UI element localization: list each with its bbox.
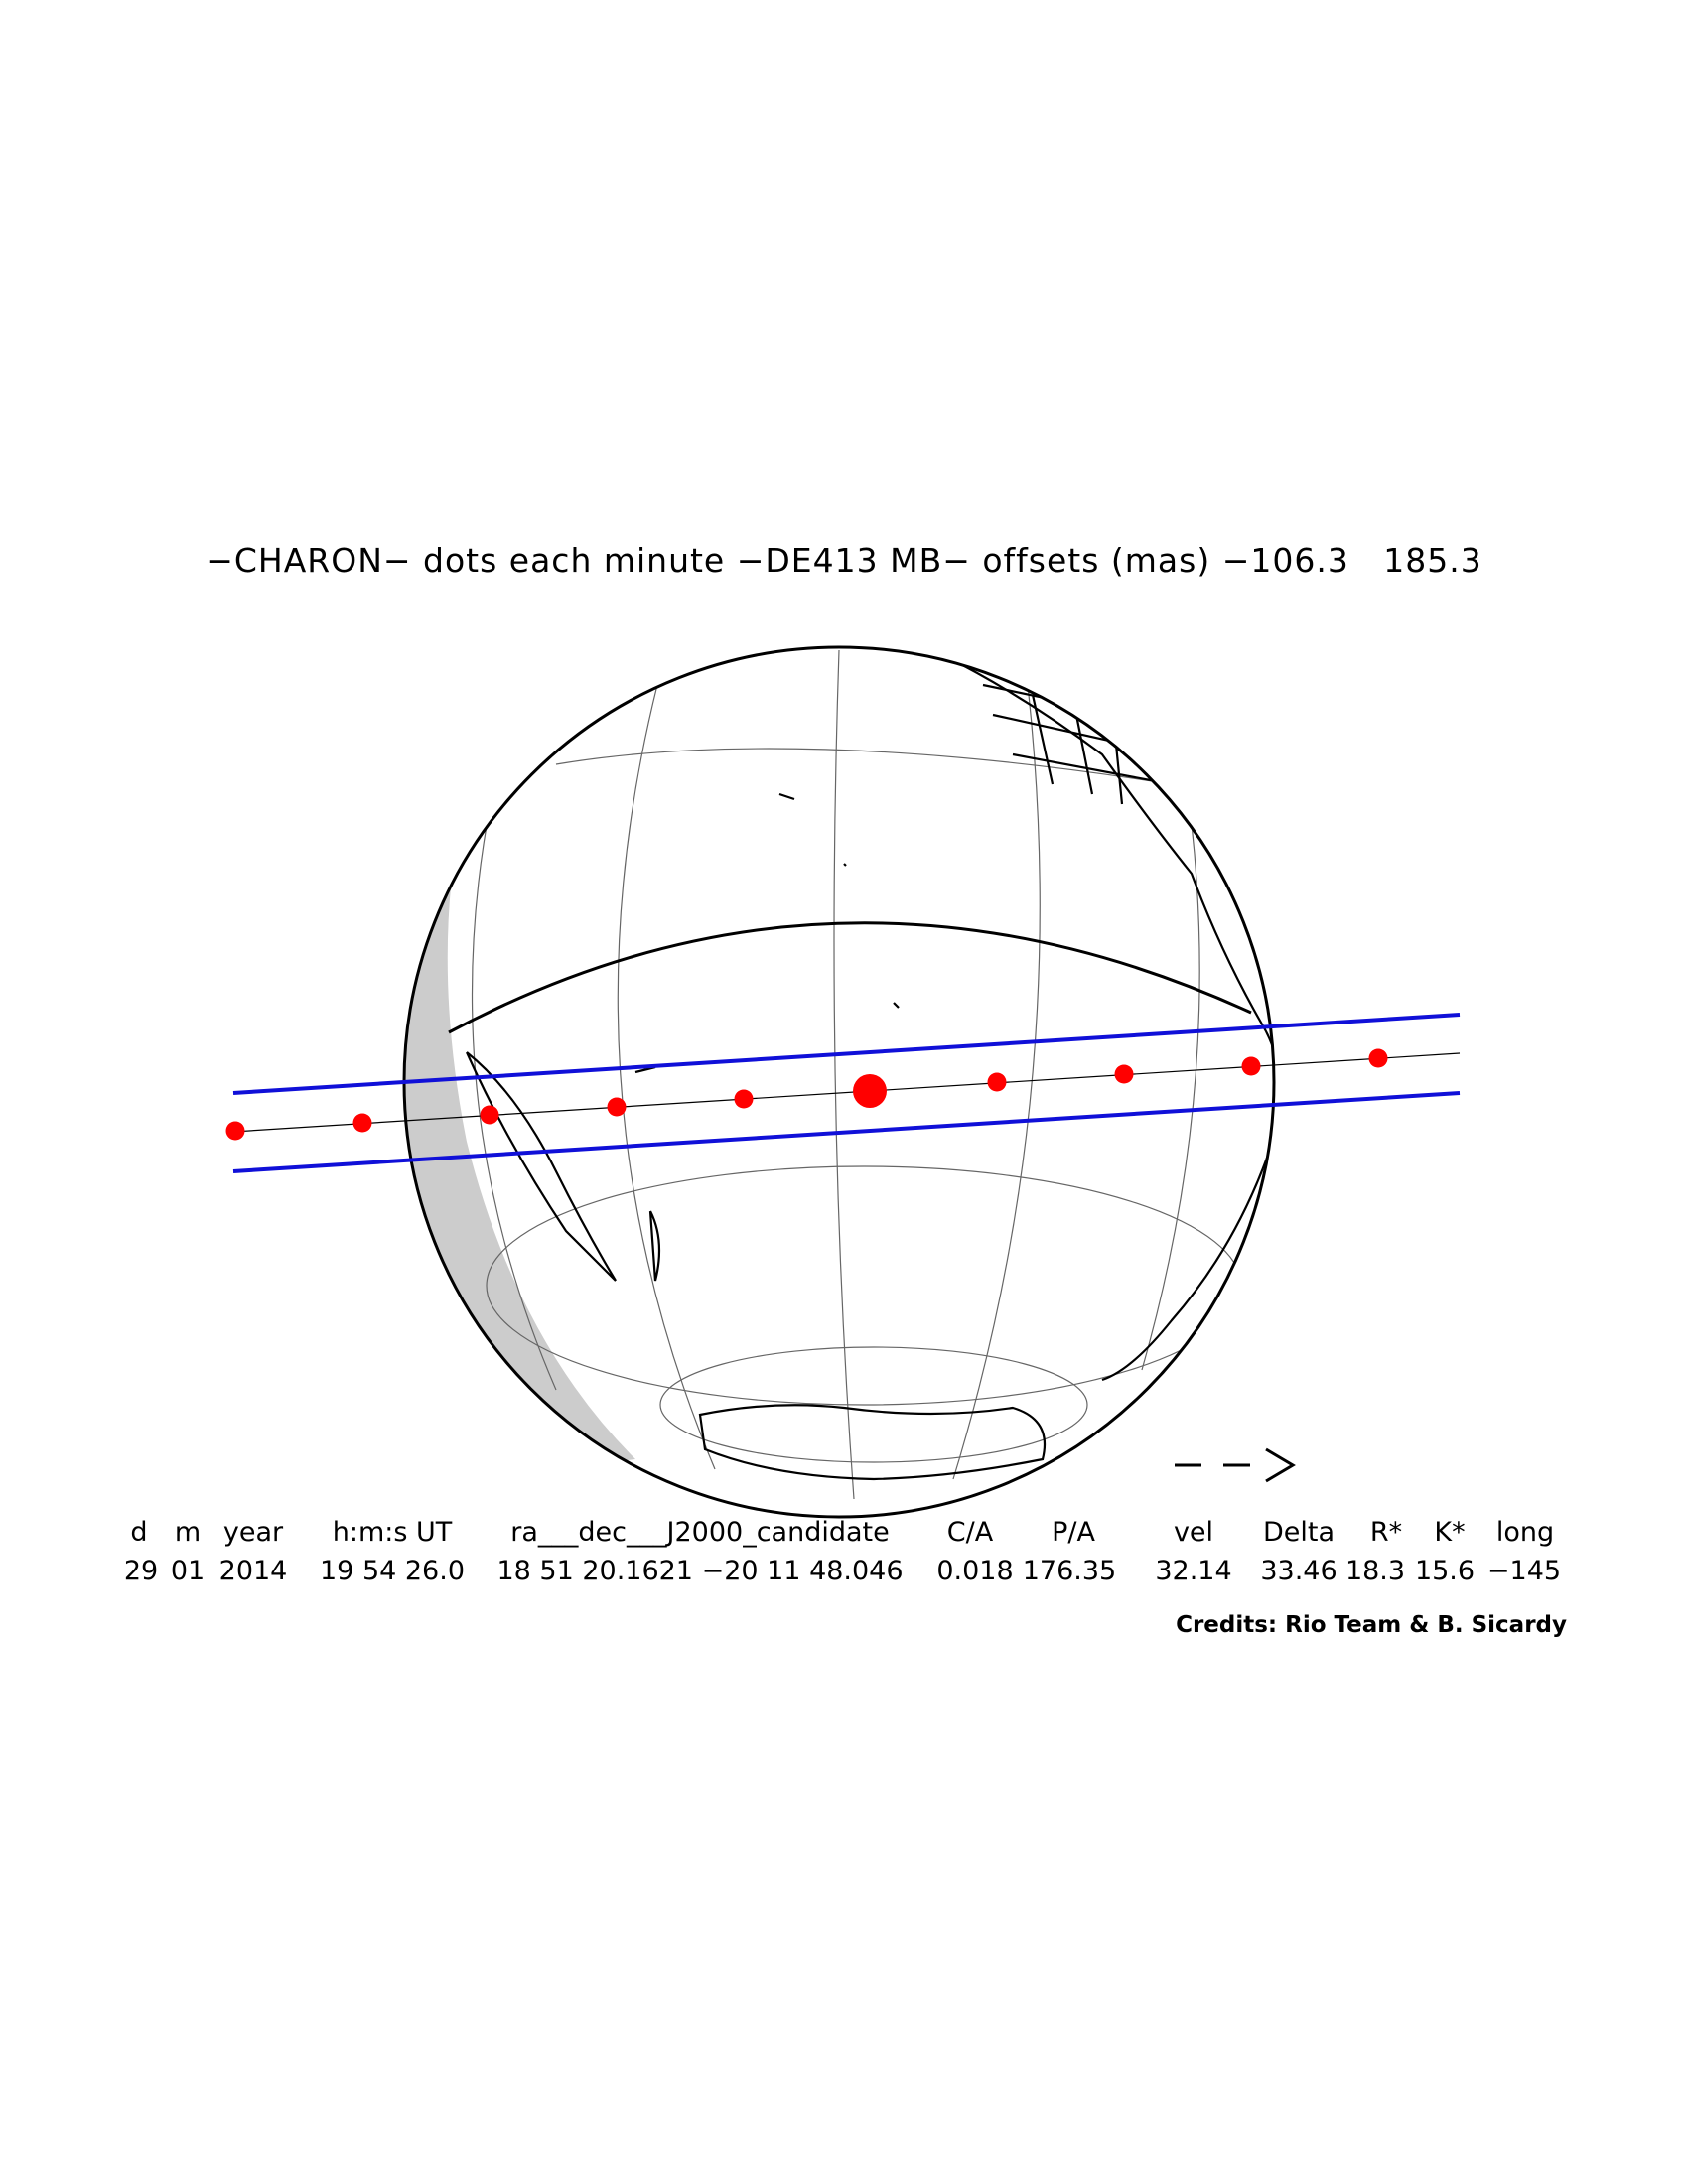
value-year: 2014	[218, 1556, 288, 1586]
value-ca: 0.018	[936, 1556, 1014, 1586]
value-coordinates: 18 51 20.1621 −20 11 48.046	[496, 1556, 904, 1586]
chart-title: −CHARON− dots each minute −DE413 MB− off…	[206, 541, 1482, 580]
shadow-south-limit	[232, 1091, 1461, 1173]
value-pa: 176.35	[1022, 1556, 1117, 1586]
value-delta: 33.46	[1260, 1556, 1337, 1586]
header-k-star: K*	[1434, 1517, 1466, 1548]
earth-globe	[402, 645, 1276, 1519]
header-year: year	[222, 1517, 284, 1548]
minute-dots	[225, 1048, 1388, 1141]
header-vel: vel	[1173, 1517, 1214, 1548]
value-long: −145	[1486, 1556, 1562, 1586]
header-m: m	[174, 1517, 202, 1548]
minute-dot	[352, 1113, 372, 1133]
motion-direction-arrow	[1175, 1447, 1296, 1483]
header-long: long	[1495, 1517, 1555, 1548]
header-coordinates: ra___dec___J2000_candidate	[510, 1517, 890, 1548]
header-pa: P/A	[1052, 1517, 1095, 1548]
minute-dot	[480, 1105, 499, 1125]
header-ca: C/A	[946, 1517, 994, 1548]
header-d: d	[130, 1517, 148, 1548]
minute-dot	[1114, 1064, 1134, 1084]
terminator	[448, 921, 1252, 1034]
minute-dot	[1368, 1048, 1388, 1068]
minute-dot	[987, 1072, 1007, 1092]
night-side-shading	[404, 695, 635, 1469]
closest-approach-dot	[853, 1074, 887, 1108]
value-time: 19 54 26.0	[320, 1556, 465, 1586]
value-r-star: 18.3	[1344, 1556, 1406, 1586]
header-time: h:m:s UT	[332, 1517, 453, 1548]
value-d: 29	[123, 1556, 159, 1586]
shadow-north-limit	[232, 1013, 1461, 1095]
header-delta: Delta	[1262, 1517, 1336, 1548]
value-k-star: 15.6	[1414, 1556, 1476, 1586]
minute-dot	[1241, 1056, 1261, 1076]
coastlines	[465, 654, 1274, 1481]
minute-dot	[607, 1097, 627, 1117]
value-m: 01	[170, 1556, 206, 1586]
credits: Credits: Rio Team & B. Sicardy	[1176, 1612, 1567, 1638]
minute-dot	[225, 1121, 245, 1141]
value-vel: 32.14	[1155, 1556, 1232, 1586]
minute-dot	[734, 1089, 754, 1109]
graticule	[471, 649, 1242, 1500]
header-r-star: R*	[1369, 1517, 1403, 1548]
